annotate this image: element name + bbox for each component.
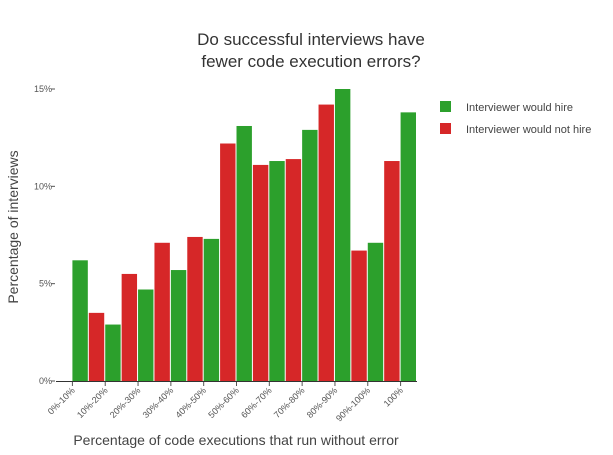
x-tick-label: 0%-10% [46,385,77,416]
bar-not-hire[interactable] [252,164,269,381]
bar-hire[interactable] [400,112,416,382]
bar-hire[interactable] [334,89,351,381]
chart-title-line-1: Do successful interviews have [197,30,425,49]
bar-not-hire[interactable] [121,273,138,381]
bar-not-hire[interactable] [88,312,105,381]
x-tick-label: 70%-80% [272,385,307,420]
bar-not-hire[interactable] [187,236,203,381]
bar-hire[interactable] [302,129,318,381]
legend-swatch-hire [440,101,451,112]
chart-title-line-2: fewer code execution errors? [201,52,420,71]
y-tick-label: 15% [34,84,52,94]
bar-hire[interactable] [203,238,220,381]
legend[interactable]: Interviewer would hire Interviewer would… [440,101,591,136]
x-tick-label: 60%-70% [239,385,274,420]
bar-hire[interactable] [72,260,88,381]
bar-hire[interactable] [367,242,384,381]
bar-not-hire[interactable] [220,143,236,381]
bar-not-hire[interactable] [154,242,170,381]
x-tick-label: 40%-50% [173,385,208,420]
y-tick-label: 10% [34,181,52,191]
bar-hire[interactable] [138,289,154,381]
y-tick-label: 0% [39,376,52,386]
x-tick-label: 50%-60% [206,385,241,420]
x-axis: 0%-10%10%-20%20%-30%30%-40%40%-50%50%-60… [46,382,405,424]
bar-hire[interactable] [269,161,285,381]
bar-not-hire[interactable] [285,159,302,381]
x-tick-label: 100% [382,385,405,408]
bar-not-hire[interactable] [351,250,367,381]
x-axis-title: Percentage of code executions that run w… [73,432,399,448]
bar-hire[interactable] [170,270,187,381]
y-tick-label: 5% [39,279,52,289]
x-tick-label: 20%-30% [108,385,143,420]
x-tick-label: 10%-20% [75,385,110,420]
y-axis: 0% 5% 10% 15% [34,84,417,386]
y-axis-title: Percentage of interviews [5,150,21,303]
legend-label-not-hire: Interviewer would not hire [466,124,591,136]
x-tick-label: 80%-90% [305,385,340,420]
bar-hire[interactable] [236,125,252,381]
x-tick-label: 90%-100% [334,385,372,423]
bar-hire[interactable] [105,324,121,381]
legend-label-hire: Interviewer would hire [466,102,573,114]
x-tick-label: 30%-40% [141,385,176,420]
bars [72,89,416,382]
bar-not-hire[interactable] [384,161,400,381]
bar-not-hire[interactable] [318,104,334,381]
legend-swatch-not-hire [440,123,451,134]
